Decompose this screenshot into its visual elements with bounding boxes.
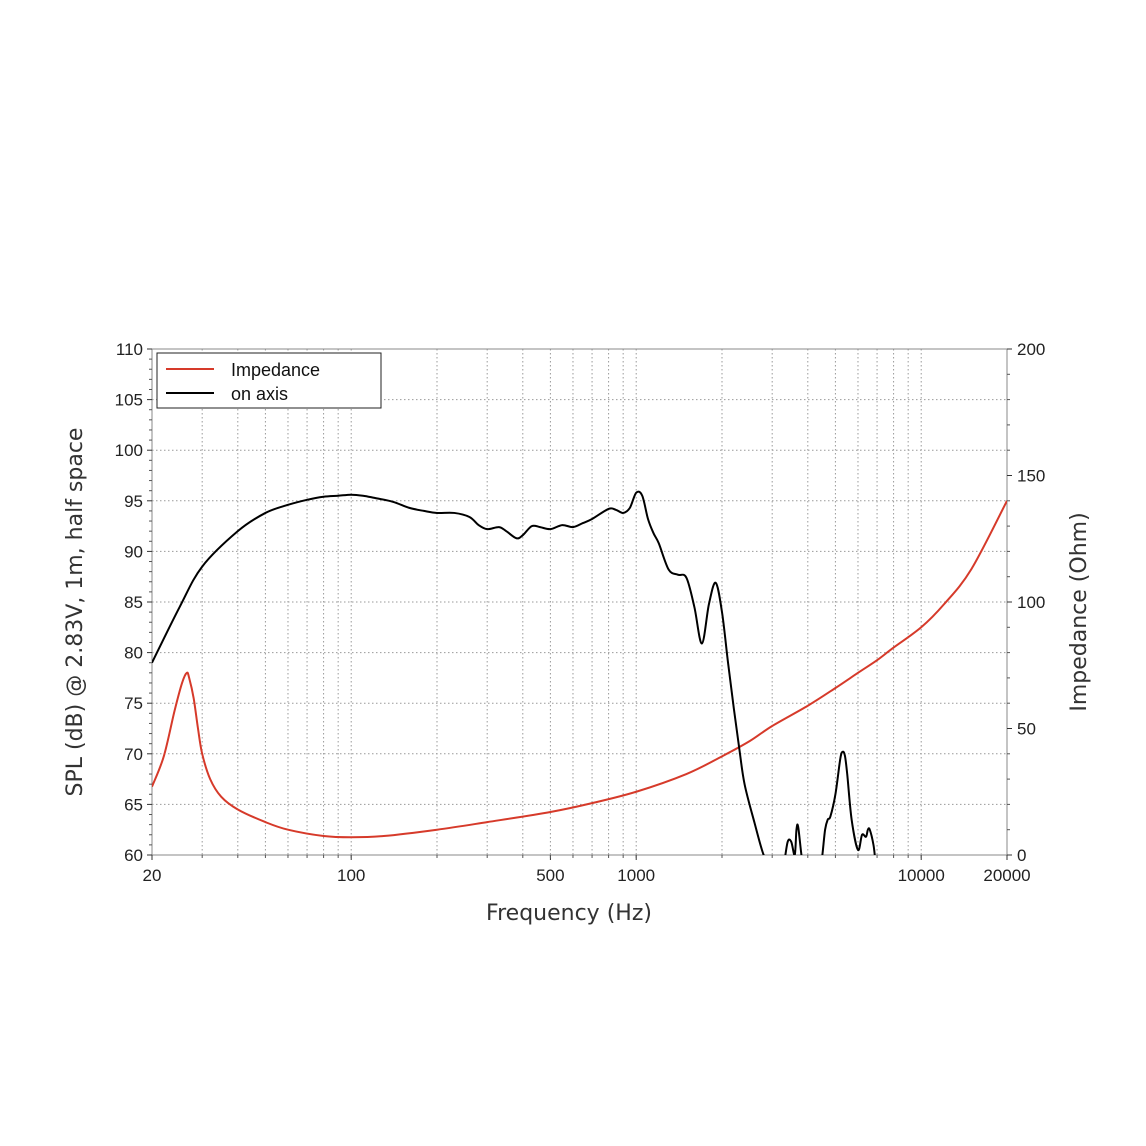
y-tick-label: 65: [124, 795, 143, 814]
y2-tick-label: 0: [1017, 846, 1026, 865]
series-line-on-axis: [152, 490, 765, 855]
y-tick-label: 90: [124, 542, 143, 561]
y-tick-label: 75: [124, 694, 143, 713]
y2-axis-title: Impedance (Ohm): [1067, 512, 1092, 711]
legend-label-on-axis: on axis: [231, 384, 288, 404]
y-tick-label: 80: [124, 644, 143, 663]
series-layer: [152, 490, 1007, 855]
y-tick-label: 60: [124, 846, 143, 865]
y-tick-label: 100: [115, 441, 143, 460]
y2-tick-label: 100: [1017, 593, 1045, 612]
x-tick-label: 20000: [983, 866, 1030, 885]
y-tick-label: 85: [124, 593, 143, 612]
legend-label-impedance: Impedance: [231, 360, 320, 380]
axes: 60 65 70 75 80 85 90 95 100 105 110 0 50 100 150 200 20 1…: [115, 340, 1046, 885]
y-tick-label: 70: [124, 745, 143, 764]
series-line-on-axis: [784, 823, 803, 855]
grid: [152, 349, 1007, 855]
x-tick-label: 1000: [617, 866, 655, 885]
series-line-on-axis: [821, 750, 876, 855]
legend-box: [156, 352, 382, 409]
y-tick-label: 110: [116, 340, 143, 359]
legend: Impedance on axis: [156, 352, 382, 409]
x-tick-label: 100: [337, 866, 365, 885]
x-axis-title: Frequency (Hz): [486, 901, 652, 926]
x-tick-label: 10000: [898, 866, 945, 885]
y2-tick-label: 150: [1017, 467, 1045, 486]
x-tick-label: 500: [536, 866, 564, 885]
y-axis-title: SPL (dB) @ 2.83V, 1m, half space: [63, 428, 88, 797]
y2-tick-label: 200: [1017, 340, 1045, 359]
y2-tick-label: 50: [1017, 720, 1036, 739]
series-line-impedance: [152, 500, 1007, 839]
x-tick-label: 20: [143, 866, 162, 885]
y-tick-label: 105: [115, 391, 143, 410]
y-tick-label: 95: [124, 492, 143, 511]
